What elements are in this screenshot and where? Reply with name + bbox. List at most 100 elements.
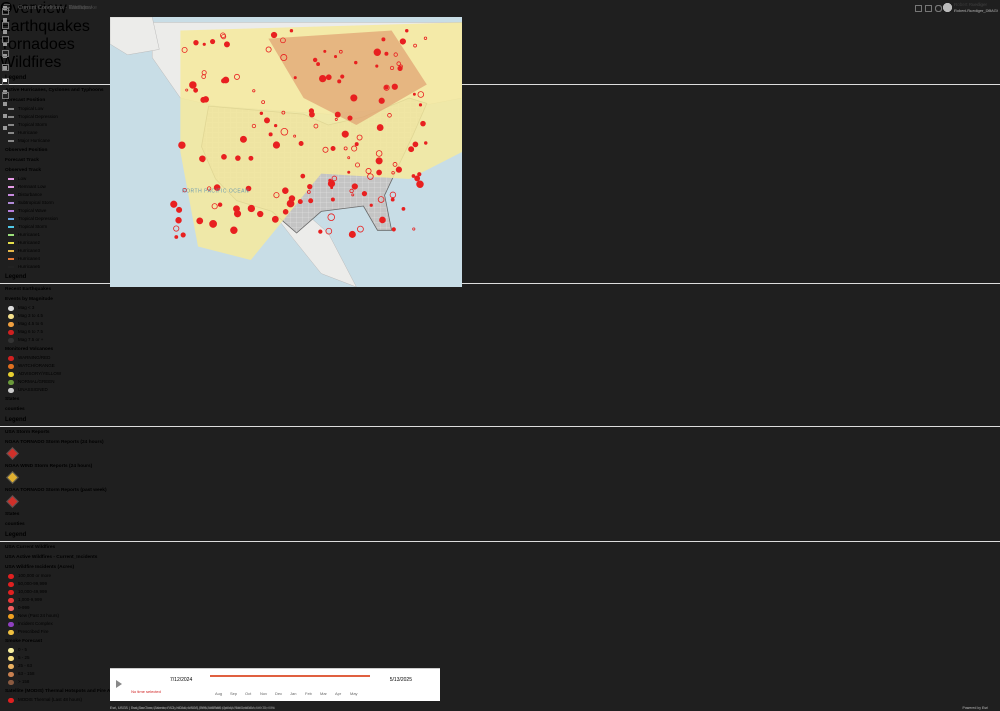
legend-heading: USA Current Wildfires (5, 545, 56, 550)
fire-incident (381, 37, 386, 42)
slider-month: Mar (320, 691, 327, 696)
legend-item: Major Hurricane (0, 137, 1000, 145)
fire-incident (235, 155, 241, 161)
legend-label: Tropical Depression (18, 216, 58, 221)
section-title: Wildfires (0, 54, 62, 71)
legend-item: Remnant Low (0, 183, 1000, 191)
fire-incident (223, 41, 230, 48)
fire-incident (252, 89, 256, 93)
toolbar-button[interactable] (2, 50, 9, 57)
legend-swatch (8, 305, 14, 311)
map-label: NORTH PACIFIC OCEAN (182, 189, 249, 195)
sidebar-icon[interactable] (3, 42, 7, 46)
legend-label: Tropical Depression (18, 114, 58, 119)
sidebar-icon[interactable] (3, 66, 7, 70)
toolbar-button[interactable] (2, 64, 9, 71)
menu-button[interactable] (4, 4, 10, 11)
fire-incident (170, 200, 178, 208)
legend-heading: Observed Track (5, 168, 41, 173)
slider-month: Sep (230, 691, 238, 696)
fire-incident (391, 83, 398, 90)
avatar[interactable] (943, 3, 952, 12)
slider-track[interactable] (210, 675, 370, 677)
fire-incident (202, 42, 206, 46)
fire-incident (376, 169, 382, 176)
fire-incident (375, 157, 383, 165)
fire-incident (313, 123, 319, 129)
legend-swatch (8, 605, 14, 611)
fire-incident (356, 134, 363, 141)
legend-swatch (8, 655, 14, 661)
play-button[interactable] (116, 680, 122, 688)
fire-incident (405, 29, 409, 33)
legend-heading: counties (5, 407, 25, 412)
toolbar-button[interactable] (2, 36, 9, 43)
fire-incident (395, 166, 403, 173)
attribution: Esri, USGS | Esri, TomTom, Garmin, FAO, … (110, 706, 222, 710)
sidebar-icon[interactable] (3, 18, 7, 22)
fire-incident (331, 175, 338, 182)
slider-month: Nov (260, 691, 268, 696)
legend-item: 100,000 or more (0, 572, 1000, 580)
sidebar-icon[interactable] (3, 102, 7, 106)
toolbar-button[interactable] (2, 78, 9, 85)
legend-label: 63 - 158 (18, 671, 35, 676)
fire-incident (347, 170, 351, 174)
fire-incident (248, 155, 254, 161)
legend-item: 0-999 (0, 604, 1000, 612)
section-title: Overview (0, 0, 67, 17)
legend-heading: States (5, 512, 20, 517)
legend-item: Disturbance (0, 191, 1000, 199)
legend-swatch (8, 573, 14, 579)
fire-incident (327, 213, 336, 221)
fire-incident (330, 145, 336, 151)
legend-label: WATCH/ORANGE (18, 363, 55, 368)
sidebar-icon[interactable] (3, 30, 7, 34)
legend-swatch (8, 124, 14, 126)
legend-swatch (8, 242, 14, 244)
legend-item: NORMAL/GREEN (0, 378, 1000, 386)
legend-label: Mag 4.5 to 6 (18, 321, 44, 326)
fire-incident (354, 142, 359, 147)
legend-label: Subtropical Storm (18, 200, 54, 205)
fire-incident (389, 65, 395, 71)
fire-incident (423, 36, 428, 40)
header-icon[interactable] (925, 5, 932, 12)
sidebar-icon[interactable] (3, 114, 7, 118)
sidebar-icon[interactable] (3, 126, 7, 130)
legend-panel: Legend USA Storm Reports NOAA TORNADO Stor… (0, 414, 1000, 529)
map[interactable]: NORTH PACIFIC OCEAN (110, 17, 462, 287)
legend-label: Low (18, 176, 27, 181)
fire-incident (328, 178, 332, 183)
toolbar-button[interactable] (2, 8, 9, 15)
powered-by: Powered by Esri (962, 706, 988, 710)
legend-item: ADVISORY/YELLOW (0, 370, 1000, 378)
fire-incident (369, 203, 373, 207)
legend-item: Prescribed Fire (0, 628, 1000, 636)
fire-incident (391, 227, 396, 232)
fire-incident (274, 123, 278, 128)
legend-swatch (8, 671, 14, 677)
legend-label: MODIS Thermal (Last 48 hours) (18, 697, 82, 702)
legend-swatch (8, 647, 14, 653)
header-icon[interactable] (935, 5, 942, 12)
legend-panel: Legend Active Hurricanes, Cyclones and Ty… (0, 72, 1000, 271)
legend-label: Hurricane3 (18, 248, 41, 253)
toolbar-button[interactable] (2, 92, 9, 99)
fire-incident (339, 49, 343, 54)
fire-incident (330, 186, 334, 190)
sidebar-icon[interactable] (3, 78, 7, 82)
header-icon[interactable] (915, 5, 922, 12)
fire-incident (399, 38, 406, 45)
legend-swatch (8, 218, 14, 220)
legend-item: 50,000-99,999 (0, 580, 1000, 588)
toolbar-button[interactable] (2, 22, 9, 29)
fire-incident (348, 230, 356, 238)
legend-label: Hurricane1 (18, 232, 41, 237)
legend-label: 0 - 5 (18, 647, 28, 652)
legend-heading: Forecast Position (5, 98, 46, 103)
app-title: Current Conditions - Earthquake (18, 5, 97, 11)
legend-swatch (8, 581, 14, 587)
fire-incident (424, 141, 428, 145)
